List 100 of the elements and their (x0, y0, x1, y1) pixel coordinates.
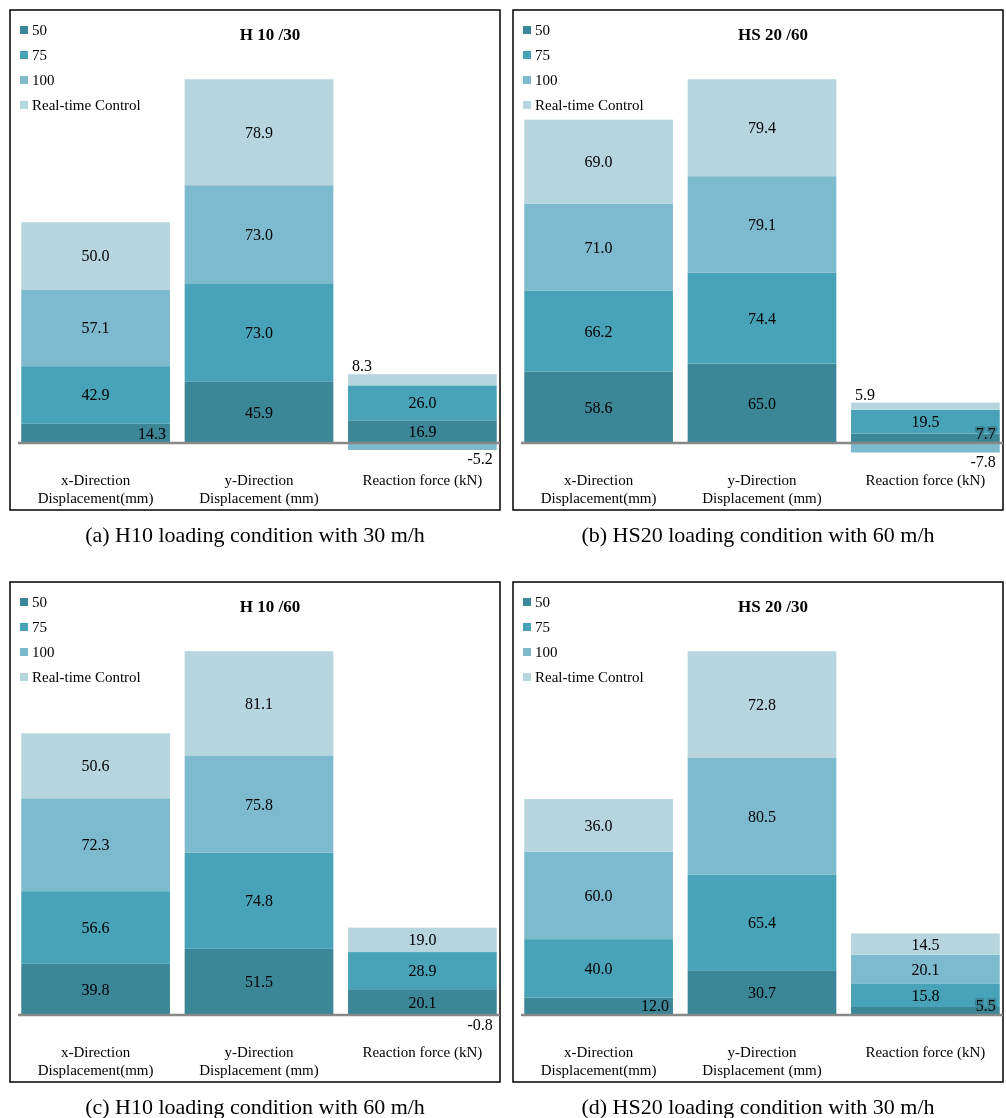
data-label: -0.8 (467, 1016, 493, 1034)
x-tick-label: y-Direction Displacement (mm) (702, 472, 822, 507)
data-label: 72.3 (81, 836, 110, 854)
data-label: 50.0 (81, 247, 110, 265)
x-tick-label: Reaction force (kN) (865, 472, 986, 489)
data-label: 72.8 (748, 695, 776, 713)
chart-title: HS 20 /60 (738, 25, 808, 44)
data-label: 60.0 (584, 886, 613, 904)
bar (348, 374, 497, 386)
bar (348, 989, 497, 1015)
data-label: 79.4 (748, 119, 776, 137)
bar (348, 385, 497, 421)
legend-label: 50 (535, 22, 550, 38)
data-label: 73.0 (245, 323, 273, 341)
text: (b) HS20 loading condition with 60 m/h (581, 522, 935, 547)
x-tick-label: Reaction force (kN) (362, 1044, 483, 1061)
data-label: -5.2 (467, 450, 493, 468)
data-label: 20.1 (911, 960, 940, 978)
bar (687, 363, 837, 443)
data-label: 69.0 (584, 153, 613, 171)
legend-label: Real-time Control (32, 97, 141, 113)
data-label: 65.4 (748, 914, 776, 932)
x-tick-label: x-Direction Displacement(mm) (540, 472, 657, 507)
bar (184, 948, 334, 1015)
bar (851, 402, 1000, 410)
legend-label: 100 (535, 644, 558, 660)
legend-label: 100 (32, 72, 55, 88)
data-label: 58.6 (584, 398, 613, 416)
bar (851, 933, 1000, 955)
x-tick-label: x-Direction Displacement(mm) (37, 1044, 154, 1079)
bar (687, 272, 837, 364)
legend-label: 75 (32, 619, 47, 635)
bar (687, 176, 837, 273)
x-tick-label: Reaction force (kN) (865, 1044, 986, 1061)
bar (184, 283, 334, 382)
bar (524, 939, 673, 998)
x-tick-label: y-Direction Displacement (mm) (702, 1044, 822, 1079)
data-label: 74.8 (245, 892, 273, 910)
data-label: 36.0 (584, 816, 613, 834)
data-label: 66.2 (584, 322, 613, 340)
bar (524, 203, 673, 291)
data-label: 42.9 (81, 386, 110, 404)
data-label: 7.7 (975, 425, 996, 442)
bar (184, 185, 334, 284)
legend-label: 50 (535, 594, 550, 610)
x-tick-label: Reaction force (kN) (362, 472, 483, 489)
data-label: 79.1 (748, 215, 776, 233)
x-tick-label: x-Direction Displacement(mm) (37, 472, 154, 507)
x-tick-label: x-Direction Displacement(mm) (540, 1044, 657, 1079)
data-label: 8.3 (352, 357, 373, 375)
bar (348, 952, 497, 990)
data-label: 40.0 (584, 959, 613, 977)
data-label: 50.6 (81, 757, 110, 775)
legend-label: 75 (535, 47, 550, 63)
legend-label: Real-time Control (535, 97, 644, 113)
data-label: 19.5 (911, 413, 940, 431)
bar (184, 852, 334, 949)
bar (21, 289, 170, 367)
data-label: 57.1 (81, 319, 110, 337)
data-label: 56.6 (81, 919, 110, 937)
bar (687, 874, 837, 971)
legend-label: 75 (535, 619, 550, 635)
bar (184, 755, 334, 853)
bar (687, 79, 837, 177)
bar (687, 970, 837, 1015)
bar (851, 443, 1000, 453)
bar (184, 651, 334, 756)
legend-label: 50 (32, 22, 47, 38)
bar (21, 963, 170, 1015)
bar (348, 927, 497, 953)
data-label: 78.9 (245, 123, 273, 141)
data-label: 74.4 (748, 309, 776, 327)
data-label: 51.5 (245, 973, 273, 991)
bar (184, 381, 334, 443)
data-label: 16.9 (408, 423, 437, 441)
x-tick-label: y-Direction Displacement (mm) (199, 1044, 319, 1079)
x-tick-label: y-Direction Displacement (mm) (199, 472, 319, 507)
bar (21, 222, 170, 290)
bar (687, 651, 837, 758)
data-label: 65.0 (748, 394, 776, 412)
data-label: 71.0 (584, 238, 613, 256)
data-label: 15.8 (911, 986, 940, 1004)
text: (d) HS20 loading condition with 30 m/h (581, 1094, 935, 1118)
data-label: 81.1 (245, 694, 273, 712)
bar (524, 290, 673, 372)
data-label: 14.3 (137, 425, 166, 442)
bar (687, 757, 837, 875)
bar (524, 799, 673, 852)
bar (184, 79, 334, 186)
data-label: 5.5 (975, 997, 996, 1014)
data-label: 5.9 (855, 385, 876, 403)
bar (524, 851, 673, 940)
data-label: 26.0 (408, 394, 437, 412)
data-label: -7.8 (970, 452, 996, 470)
data-label: 30.7 (748, 984, 776, 1002)
bar (21, 733, 170, 799)
legend-label: 50 (32, 594, 47, 610)
legend-label: 100 (535, 72, 558, 88)
data-label: 75.8 (245, 795, 273, 813)
data-label: 20.1 (408, 993, 437, 1011)
